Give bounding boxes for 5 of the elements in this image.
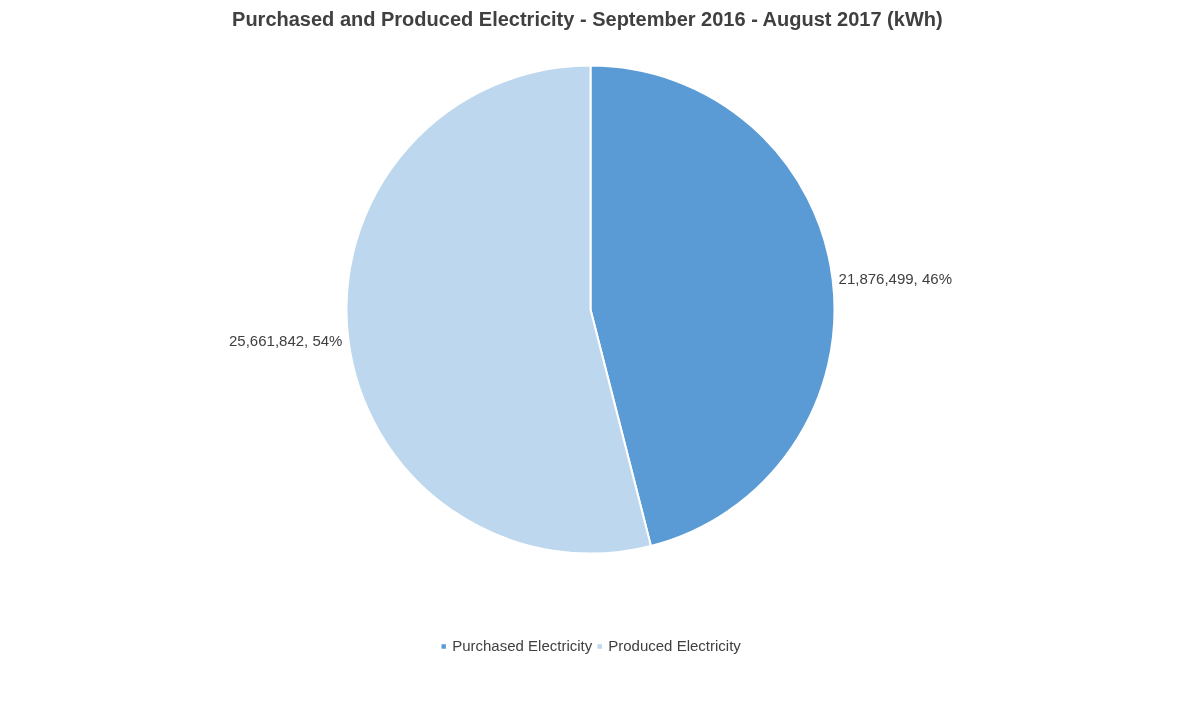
data-label: 25,661,842, 54% <box>229 332 343 350</box>
chart-title: Purchased and Produced Electricity - September 2016 - August 2017 (kWh) <box>232 7 943 30</box>
legend-label: Purchased Electricity <box>452 637 593 654</box>
legend-label: Produced Electricity <box>608 637 741 654</box>
data-label: 21,876,499, 46% <box>838 269 952 287</box>
